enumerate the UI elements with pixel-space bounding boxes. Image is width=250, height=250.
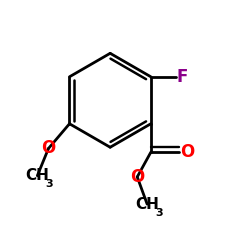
Text: 3: 3 <box>155 208 163 218</box>
Text: O: O <box>41 140 56 158</box>
Text: F: F <box>177 68 188 86</box>
Text: O: O <box>180 143 195 161</box>
Text: O: O <box>130 168 144 186</box>
Text: CH: CH <box>26 168 49 183</box>
Text: 3: 3 <box>46 179 53 189</box>
Text: CH: CH <box>135 196 159 212</box>
